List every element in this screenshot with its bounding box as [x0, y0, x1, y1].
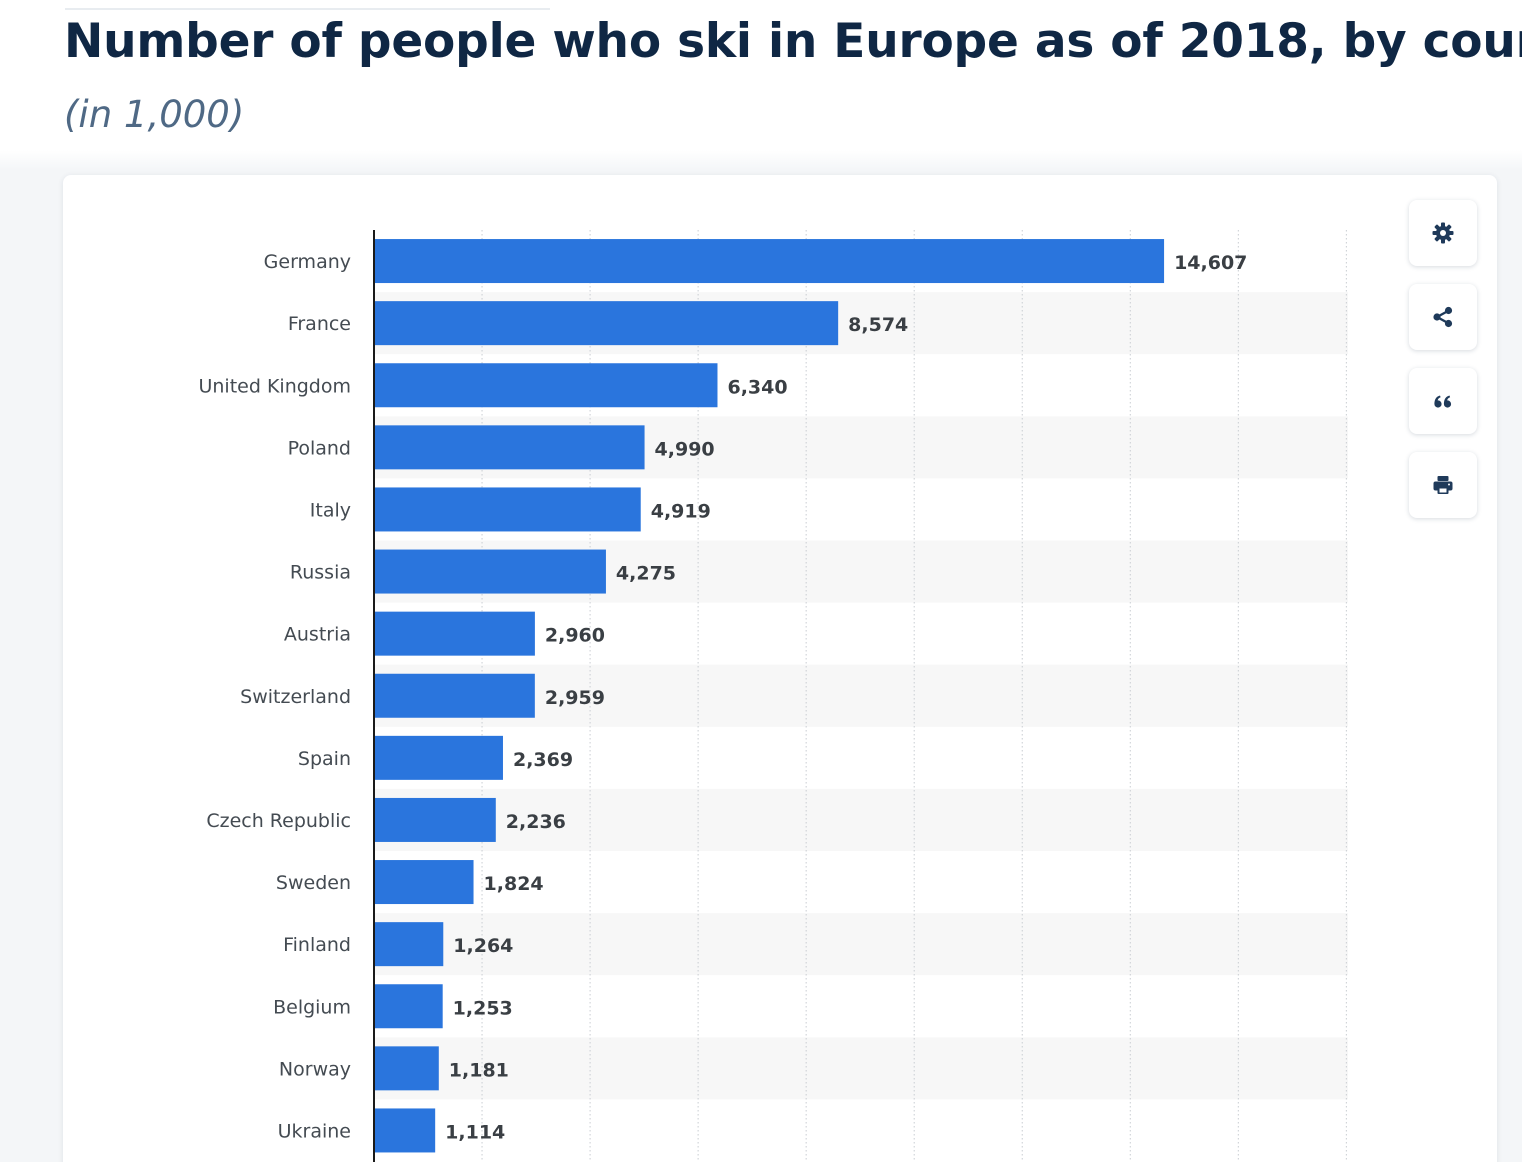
- value-label: 1,824: [484, 873, 544, 895]
- row-band: [374, 1037, 1348, 1100]
- bar-norway: [375, 1046, 439, 1091]
- bar-czech-republic: [375, 797, 496, 842]
- print-icon: [1431, 473, 1455, 497]
- bar-belgium: [375, 984, 443, 1029]
- row-band: [374, 788, 1348, 851]
- bar-switzerland: [375, 673, 535, 718]
- chart-title: Number of people who ski in Europe as of…: [64, 14, 1522, 69]
- value-label: 2,369: [513, 749, 573, 771]
- share-icon: [1431, 305, 1455, 329]
- category-label: Norway: [279, 1058, 351, 1080]
- header-divider: [65, 8, 550, 10]
- category-label: Spain: [298, 748, 351, 770]
- category-label: Germany: [264, 251, 351, 273]
- value-label: 6,340: [727, 376, 787, 398]
- value-label: 2,236: [506, 811, 566, 833]
- row-band: [374, 913, 1348, 976]
- bar-sweden: [375, 860, 474, 905]
- share-button[interactable]: [1409, 284, 1477, 350]
- bar-france: [375, 301, 839, 346]
- category-label: Austria: [284, 624, 351, 646]
- value-label: 4,275: [616, 563, 676, 585]
- bar-ukraine: [375, 1108, 436, 1153]
- value-label: 2,959: [545, 687, 605, 709]
- category-label: Italy: [310, 499, 351, 521]
- value-label: 1,181: [449, 1059, 509, 1081]
- bar-united-kingdom: [375, 363, 718, 408]
- bar-chart: Germany 14,607 France 8,574 United Kingdom 6,…: [198, 230, 1348, 1162]
- category-label: Ukraine: [278, 1120, 351, 1142]
- gear-icon: [1431, 221, 1455, 245]
- bar-spain: [375, 735, 503, 780]
- value-label: 14,607: [1174, 252, 1247, 274]
- category-label: Finland: [283, 934, 351, 956]
- print-button[interactable]: [1409, 452, 1477, 518]
- chart-card: Germany 14,607 France 8,574 United Kingdom 6,…: [63, 175, 1497, 1162]
- bar-austria: [375, 611, 535, 656]
- cite-button[interactable]: [1409, 368, 1477, 434]
- category-label: Sweden: [276, 872, 351, 894]
- value-label: 1,253: [453, 997, 513, 1019]
- bar-poland: [375, 425, 645, 470]
- bar-italy: [375, 487, 641, 532]
- bar-russia: [375, 549, 606, 594]
- row-band: [374, 664, 1348, 727]
- category-label: Belgium: [273, 996, 351, 1018]
- bar-germany: [375, 239, 1165, 284]
- quote-icon: [1431, 389, 1455, 413]
- bar-finland: [375, 922, 444, 967]
- value-label: 4,919: [651, 500, 711, 522]
- category-label: United Kingdom: [198, 375, 351, 397]
- value-label: 2,960: [545, 625, 605, 647]
- value-label: 1,114: [445, 1121, 505, 1143]
- category-label: Poland: [288, 437, 351, 459]
- value-label: 4,990: [655, 438, 715, 460]
- value-label: 1,264: [453, 935, 513, 957]
- category-label: France: [288, 313, 351, 335]
- category-label: Russia: [290, 562, 351, 584]
- chart-subtitle: (in 1,000): [64, 93, 245, 136]
- settings-button[interactable]: [1409, 200, 1477, 266]
- category-label: Czech Republic: [206, 810, 351, 832]
- category-label: Switzerland: [240, 686, 351, 708]
- value-label: 8,574: [848, 314, 908, 336]
